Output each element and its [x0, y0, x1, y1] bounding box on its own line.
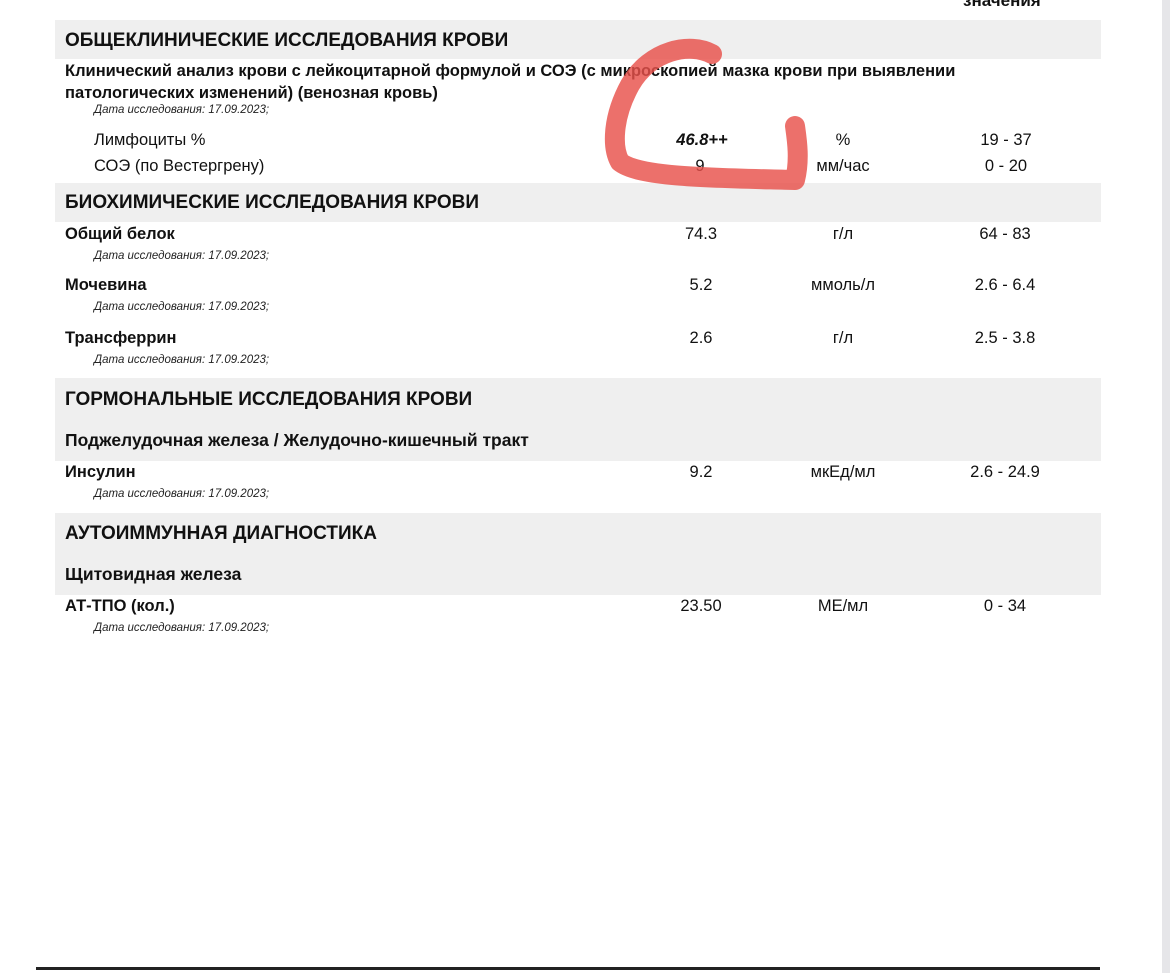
test-name: Мочевина — [65, 276, 147, 294]
study-date: Дата исследования: 17.09.2023; — [94, 488, 270, 500]
study-date: Дата исследования: 17.09.2023; — [94, 622, 270, 634]
test-unit: мм/час — [816, 157, 870, 175]
study-date: Дата исследования: 17.09.2023; — [94, 250, 270, 262]
scrollbar-track[interactable] — [1162, 0, 1170, 973]
test-range: 0 - 34 — [983, 597, 1027, 615]
section-band — [55, 378, 1101, 461]
subgroup-title: Щитовидная железа — [65, 564, 242, 584]
test-unit: мкЕд/мл — [810, 463, 876, 481]
section-band — [55, 183, 1101, 222]
ref-column-header: значения — [963, 0, 1041, 10]
page-footer-rule — [36, 967, 1100, 970]
section-title: ГОРМОНАЛЬНЫЕ ИССЛЕДОВАНИЯ КРОВИ — [65, 389, 473, 410]
test-name: Трансферрин — [65, 329, 177, 347]
test-value: 9.2 — [689, 463, 713, 481]
test-range: 2.6 - 6.4 — [974, 276, 1036, 294]
test-range: 64 - 83 — [979, 225, 1031, 243]
test-value: 5.2 — [689, 276, 713, 294]
panel-title: Клинический анализ крови с лейкоцитарной… — [65, 62, 956, 80]
test-unit: г/л — [832, 329, 854, 347]
panel-title-2: патологических изменений) (венозная кров… — [65, 84, 438, 102]
test-value: 23.50 — [680, 597, 722, 615]
section-title: АУТОИММУННАЯ ДИАГНОСТИКА — [65, 523, 377, 544]
test-value-flagged: 46.8++ — [676, 131, 728, 149]
section-title: БИОХИМИЧЕСКИЕ ИССЛЕДОВАНИЯ КРОВИ — [65, 192, 480, 213]
test-value: 74.3 — [684, 225, 718, 243]
test-name: Лимфоциты % — [94, 131, 206, 149]
study-date: Дата исследования: 17.09.2023; — [94, 354, 270, 366]
test-name: Инсулин — [65, 463, 136, 481]
study-date: Дата исследования: 17.09.2023; — [94, 104, 270, 116]
test-value: 2.6 — [689, 329, 713, 347]
test-range: 19 - 37 — [980, 131, 1032, 149]
subgroup-title: Поджелудочная железа / Желудочно-кишечны… — [65, 430, 529, 450]
test-name: Общий белок — [65, 225, 175, 243]
test-name: СОЭ (по Вестергрену) — [94, 157, 265, 175]
test-unit: % — [835, 131, 851, 149]
section-band — [55, 513, 1101, 595]
test-unit: ммоль/л — [811, 276, 875, 294]
test-name: АТ-ТПО (кол.) — [65, 597, 175, 615]
test-unit: г/л — [832, 225, 854, 243]
test-range: 2.6 - 24.9 — [970, 463, 1040, 481]
section-band — [55, 20, 1101, 59]
test-range: 0 - 20 — [984, 157, 1028, 175]
test-value: 9 — [695, 157, 705, 175]
test-range: 2.5 - 3.8 — [974, 329, 1036, 347]
section-title: ОБЩЕКЛИНИЧЕСКИЕ ИССЛЕДОВАНИЯ КРОВИ — [65, 30, 509, 51]
test-unit: МЕ/мл — [817, 597, 869, 615]
study-date: Дата исследования: 17.09.2023; — [94, 301, 270, 313]
